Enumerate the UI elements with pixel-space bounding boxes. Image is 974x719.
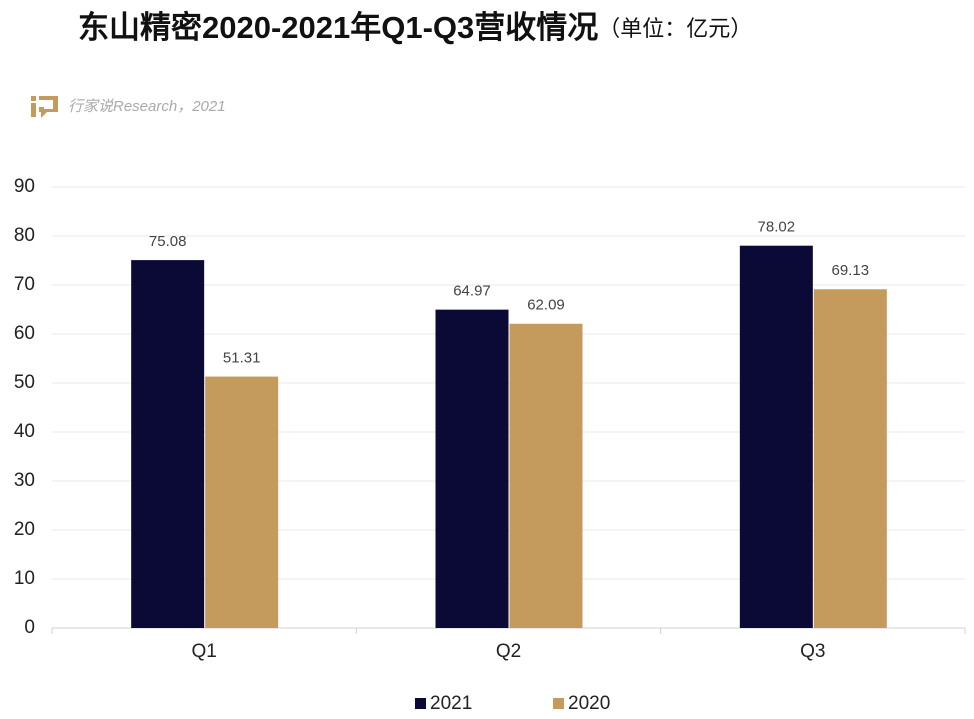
- y-tick-label: 40: [14, 421, 35, 442]
- y-tick-label: 80: [14, 225, 35, 246]
- value-label: 69.13: [832, 262, 870, 279]
- y-tick-label: 10: [14, 568, 35, 589]
- value-label: 51.31: [223, 350, 261, 367]
- y-tick-label: 0: [24, 617, 35, 638]
- value-label: 78.02: [758, 219, 796, 236]
- unit-text: （单位：亿元）: [598, 16, 752, 41]
- value-label: 62.09: [527, 297, 565, 314]
- bar: [509, 323, 583, 628]
- legend-swatch: [553, 698, 564, 709]
- logo: [31, 96, 58, 118]
- bar: [739, 245, 813, 628]
- legend-label: 2020: [568, 693, 610, 714]
- value-label: 75.08: [149, 233, 187, 250]
- x-tick-label: Q1: [191, 641, 216, 662]
- title-text: 东山精密2020-2021年Q1-Q3营收情况: [78, 10, 598, 45]
- y-tick-label: 60: [14, 323, 35, 344]
- y-tick-label: 90: [14, 176, 35, 197]
- bar: [131, 260, 205, 628]
- x-tick-label: Q3: [800, 641, 825, 662]
- y-tick-label: 50: [14, 372, 35, 393]
- bar: [813, 289, 887, 628]
- bar: [435, 309, 509, 628]
- chart-title: 东山精密2020-2021年Q1-Q3营收情况（单位：亿元）: [78, 10, 752, 45]
- y-tick-label: 30: [14, 470, 35, 491]
- value-label: 64.97: [453, 283, 491, 300]
- y-tick-label: 70: [14, 274, 35, 295]
- x-tick-label: Q2: [496, 641, 521, 662]
- y-tick-label: 20: [14, 519, 35, 540]
- legend-label: 2021: [430, 693, 472, 714]
- source-text: 行家说Research，2021: [68, 98, 226, 115]
- bar: [205, 376, 279, 628]
- legend-swatch: [415, 698, 426, 709]
